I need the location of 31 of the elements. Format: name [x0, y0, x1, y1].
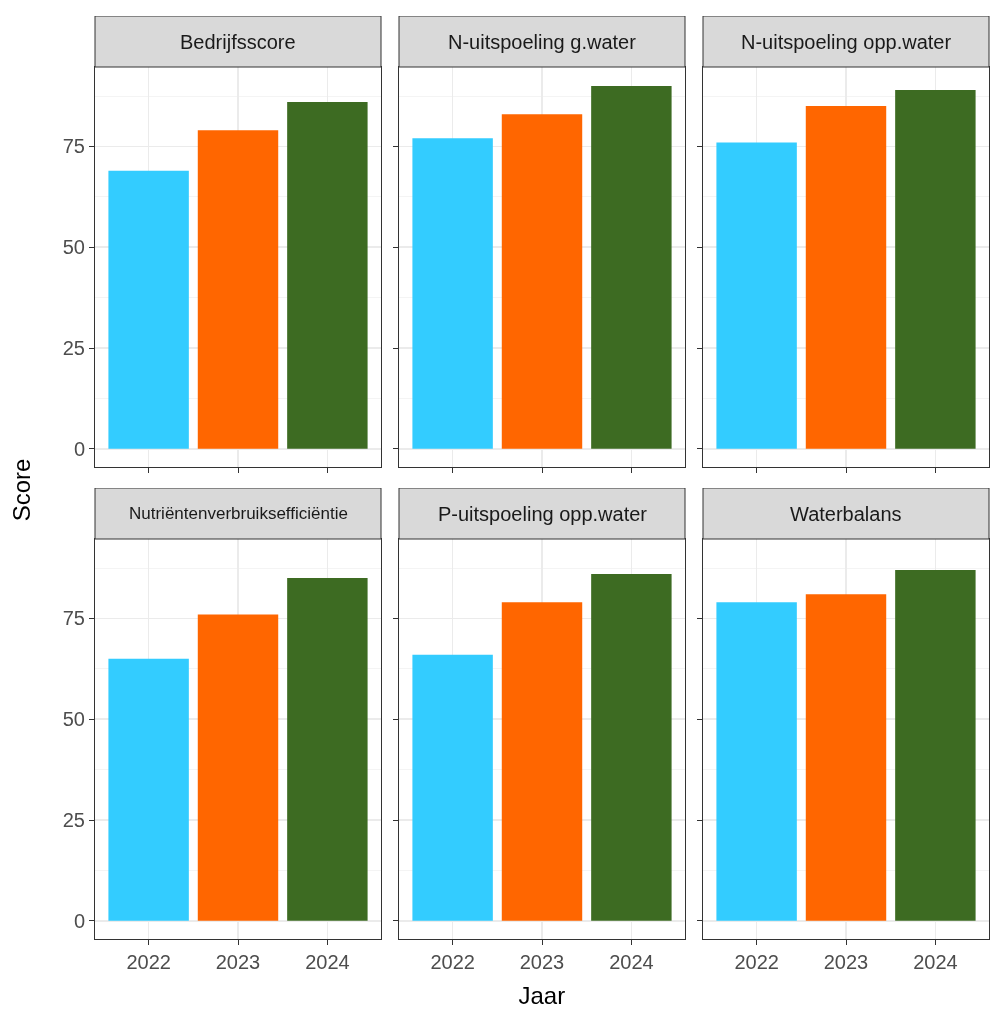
x-tick-label: 2022 — [430, 951, 475, 973]
y-tick-label: 0 — [73, 437, 85, 460]
x-axis-title: Jaar — [518, 982, 566, 1010]
y-tick-label: 50 — [62, 708, 85, 731]
y-tick-label: 75 — [62, 607, 85, 630]
y-tick-label: 50 — [62, 236, 85, 259]
chart-title: N-uitspoeling opp.water — [741, 31, 952, 53]
chart-title: N-uitspoeling g.water — [448, 31, 637, 53]
y-tick-label: 25 — [62, 809, 85, 832]
bar — [108, 658, 189, 921]
x-tick-label: 2023 — [215, 951, 261, 973]
bar — [108, 170, 189, 449]
x-tick-label: 2024 — [913, 951, 958, 973]
x-tick-label: 2023 — [823, 951, 869, 973]
bar — [287, 102, 368, 449]
y-tick-label: 0 — [73, 909, 85, 932]
y-tick-label: 75 — [62, 135, 85, 158]
bar — [197, 130, 279, 449]
y-tick-label: 25 — [62, 337, 85, 360]
x-tick-label: 2023 — [519, 951, 565, 973]
x-tick-label: 2024 — [609, 951, 654, 973]
chart-title: Waterbalans — [790, 503, 902, 525]
x-tick-label: 2022 — [734, 951, 779, 973]
chart-title: Nutriëntenverbruiksefficiëntie — [129, 504, 348, 523]
x-tick-label: 2024 — [305, 951, 350, 973]
x-tick-label: 2022 — [126, 951, 171, 973]
bar — [197, 614, 279, 921]
chart-title: P-uitspoeling opp.water — [438, 503, 648, 525]
bar — [287, 578, 368, 921]
chart-title: Bedrijfsscore — [180, 31, 296, 53]
y-axis-title: Score — [7, 458, 36, 522]
